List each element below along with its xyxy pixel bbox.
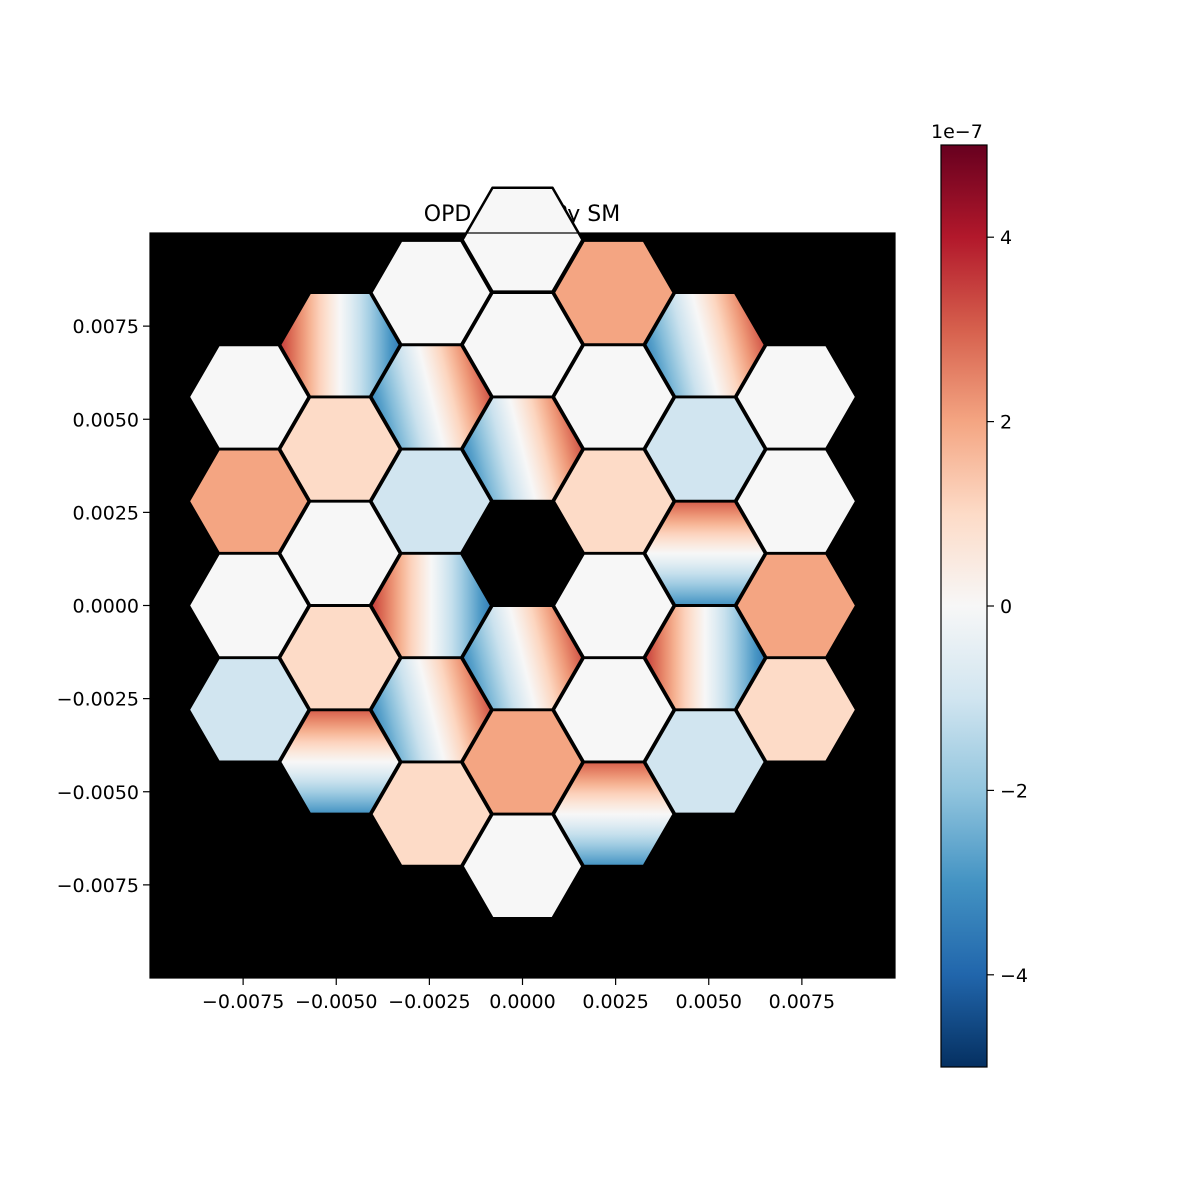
x-tick-label: −0.0025 [388, 991, 470, 1013]
colorbar-tick-label: −4 [1000, 965, 1028, 987]
mirror-segment [461, 813, 584, 920]
y-tick-label: 0.0025 [73, 502, 139, 524]
y-axis: 0.0075 0.0050 0.0025 0.0000 −0.0025 −0.0050 −0… [57, 316, 150, 897]
colorbar-ticks: 4 2 0 −2 −4 [987, 227, 1028, 987]
colorbar-tick-label: 4 [1000, 227, 1012, 249]
y-tick-label: 0.0075 [73, 316, 139, 338]
x-tick-label: −0.0075 [202, 991, 284, 1013]
y-tick-label: 0.0050 [73, 409, 139, 431]
colorbar-tick-label: 2 [1000, 412, 1012, 434]
mirror-segments [187, 186, 858, 920]
x-tick-label: 0.0025 [582, 991, 648, 1013]
x-tick-label: 0.0050 [676, 991, 742, 1013]
plot-area [150, 186, 895, 978]
y-tick-label: −0.0025 [57, 689, 139, 711]
colorbar-tick-label: −2 [1000, 780, 1028, 802]
y-tick-label: −0.0050 [57, 782, 139, 804]
mirror-segment [370, 760, 493, 868]
x-axis: −0.0075 −0.0050 −0.0025 0.0000 0.0025 0.0050 0… [149, 232, 896, 1013]
colorbar-tick-label: 0 [1000, 596, 1012, 618]
x-tick-label: 0.0075 [769, 991, 835, 1013]
x-tick-label: −0.0050 [295, 991, 377, 1013]
x-tick-label: 0.0000 [489, 991, 555, 1013]
mirror-segment [187, 656, 310, 763]
colorbar: 1e−7 4 2 0 −2 −4 [931, 121, 1028, 1068]
mirror-segment [278, 708, 402, 816]
colorbar-gradient [940, 144, 988, 1068]
y-tick-label: −0.0075 [57, 875, 139, 897]
colorbar-scale-label: 1e−7 [931, 121, 983, 143]
y-tick-label: 0.0000 [73, 596, 139, 618]
